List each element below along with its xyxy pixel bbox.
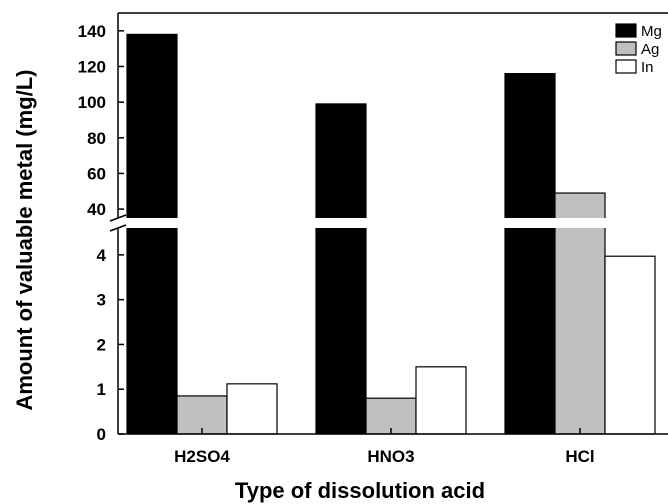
bar-in-h2so4 — [226, 383, 278, 435]
bar-in-hcl — [604, 255, 656, 435]
y-tick-label-upper-140: 140 — [78, 22, 106, 41]
y-tick-label-upper-80: 80 — [87, 129, 106, 148]
y-tick-label-lower-2: 2 — [97, 335, 106, 354]
bar-ag-h2so4 — [176, 395, 228, 435]
bar-mg-hno3 — [315, 103, 367, 435]
bar-in-hno3 — [415, 366, 467, 435]
bar-mg-hcl — [504, 73, 556, 435]
bars-layer — [119, 33, 668, 435]
legend-swatch-in — [615, 59, 637, 74]
axes: 0 1 2 3 4 40 60 80 100 120 140 H2SO4 HNO3 HCl — [78, 12, 668, 466]
axis-break-mark-lower — [109, 224, 127, 232]
axis-break-mark-upper — [109, 214, 127, 222]
x-tick-label-hcl: HCl — [565, 447, 594, 466]
y-tick-label-upper-40: 40 — [87, 200, 106, 219]
y-axis-title: Amount of valuable metal (mg/L) — [12, 69, 37, 410]
y-tick-label-lower-1: 1 — [97, 380, 106, 399]
x-tick-label-hno3: HNO3 — [367, 447, 414, 466]
y-tick-label-upper-120: 120 — [78, 57, 106, 76]
y-tick-label-lower-3: 3 — [97, 291, 106, 310]
x-axis-title: Type of dissolution acid — [235, 478, 485, 503]
legend-label-ag: Ag — [641, 41, 659, 58]
x-tick-label-h2so4: H2SO4 — [174, 447, 230, 466]
bar-ag-hcl — [554, 192, 606, 435]
legend-swatch-mg — [615, 23, 637, 38]
bar-mg-h2so4 — [126, 33, 178, 435]
legend-label-in: In — [641, 59, 654, 76]
legend-label-mg: Mg — [641, 23, 662, 40]
y-tick-label-lower-4: 4 — [97, 246, 107, 265]
legend-swatch-ag — [615, 41, 637, 56]
y-tick-label-upper-60: 60 — [87, 164, 106, 183]
axis-break-gap — [119, 218, 668, 228]
y-tick-label-upper-100: 100 — [78, 93, 106, 112]
y-tick-label-lower-0: 0 — [97, 425, 106, 444]
